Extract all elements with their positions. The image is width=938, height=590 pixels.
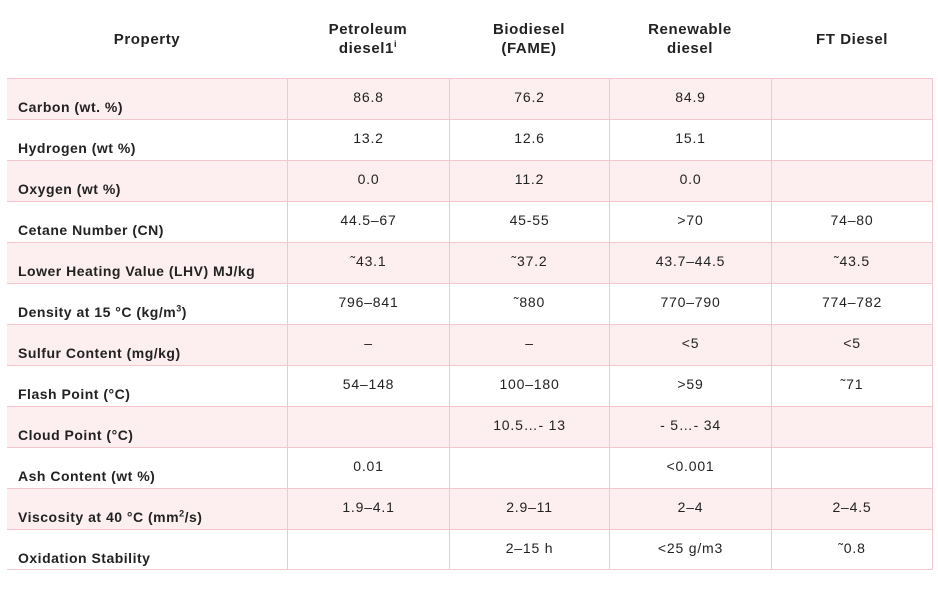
cell-ft: 74–80 xyxy=(771,202,933,242)
table-row-oxidation-stability: Oxidation Stability 2–15 h <25 g/m3 ˜0.8 xyxy=(7,529,933,570)
cell-ft: <5 xyxy=(771,325,933,365)
header-property: Property xyxy=(113,30,181,48)
cell-biodiesel: 45-55 xyxy=(449,202,609,242)
row-label: Flash Point (°C) xyxy=(18,386,131,402)
cell-biodiesel: 11.2 xyxy=(449,161,609,201)
row-label-sup: 3 xyxy=(176,303,182,314)
cell-petroleum: 796–841 xyxy=(287,284,449,324)
cell-ft: 774–782 xyxy=(771,284,933,324)
table-row-cetane: Cetane Number (CN) 44.5–67 45-55 >70 74–… xyxy=(7,201,933,242)
cell-biodiesel: 2–15 h xyxy=(449,530,609,569)
table-row-cloud-point: Cloud Point (°C) 10.5…- 13 - 5…- 34 xyxy=(7,406,933,447)
table-row-density: Density at 15 °C (kg/m3) 796–841 ˜880 77… xyxy=(7,283,933,324)
cell-petroleum: ˜43.1 xyxy=(287,243,449,283)
cell-ft: ˜71 xyxy=(771,366,933,406)
table-row-lhv: Lower Heating Value (LHV) MJ/kg ˜43.1 ˜3… xyxy=(7,242,933,283)
row-label-sup: 2 xyxy=(179,508,185,519)
cell-ft: ˜43.5 xyxy=(771,243,933,283)
row-label: Viscosity at 40 °C (mm2/s) xyxy=(7,489,287,529)
cell-renewable: <25 g/m3 xyxy=(609,530,771,569)
cell-biodiesel: – xyxy=(449,325,609,365)
row-label: Density at 15 °C (kg/m3) xyxy=(7,284,287,324)
cell-petroleum: 0.01 xyxy=(287,448,449,488)
cell-renewable: 15.1 xyxy=(609,120,771,160)
header-biodiesel-line1: Biodiesel xyxy=(492,21,566,38)
row-label-end: ) xyxy=(181,304,187,320)
row-label: Oxygen (wt %) xyxy=(7,161,287,201)
fuel-properties-table: Property Petroleum diesel1i Biodiesel (F… xyxy=(7,0,933,570)
row-label: Hydrogen (wt %) xyxy=(18,140,136,156)
row-label-text: Density at 15 °C (kg/m xyxy=(18,304,177,320)
row-label: Oxidation Stability xyxy=(18,550,151,566)
table-row-ash: Ash Content (wt %) 0.01 <0.001 xyxy=(7,447,933,488)
header-renewable-line1: Renewable xyxy=(648,21,732,38)
cell-renewable: <5 xyxy=(609,325,771,365)
table-row-oxygen: Oxygen (wt %) 0.0 11.2 0.0 xyxy=(7,160,933,201)
cell-renewable: 43.7–44.5 xyxy=(609,243,771,283)
cell-renewable: >70 xyxy=(609,202,771,242)
cell-ft xyxy=(771,79,933,119)
row-label: Cloud Point (°C) xyxy=(7,407,287,447)
cell-petroleum: 54–148 xyxy=(287,366,449,406)
cell-biodiesel: ˜37.2 xyxy=(449,243,609,283)
header-biodiesel-line2: (FAME) xyxy=(501,40,557,57)
cell-petroleum xyxy=(287,530,449,569)
table-row-flash-point: Flash Point (°C) 54–148 100–180 >59 ˜71 xyxy=(7,365,933,406)
header-renewable-line2: diesel xyxy=(666,40,714,57)
table-row-viscosity: Viscosity at 40 °C (mm2/s) 1.9–4.1 2.9–1… xyxy=(7,488,933,529)
table-row-hydrogen: Hydrogen (wt %) 13.2 12.6 15.1 xyxy=(7,119,933,160)
row-label-end: /s) xyxy=(184,509,203,525)
cell-petroleum: 13.2 xyxy=(287,120,449,160)
cell-petroleum: 86.8 xyxy=(287,79,449,119)
header-petroleum-sup: i xyxy=(393,39,398,49)
header-ft-diesel: FT Diesel xyxy=(815,30,889,48)
cell-ft: ˜0.8 xyxy=(771,530,933,569)
row-label: Ash Content (wt %) xyxy=(18,468,156,484)
cell-renewable: <0.001 xyxy=(609,448,771,488)
cell-renewable: 84.9 xyxy=(609,79,771,119)
cell-biodiesel: 10.5…- 13 xyxy=(449,407,609,447)
cell-ft xyxy=(771,448,933,488)
header-petroleum-line2: diesel1 xyxy=(338,40,394,57)
cell-renewable: >59 xyxy=(609,366,771,406)
table-row-sulfur: Sulfur Content (mg/kg) – – <5 <5 xyxy=(7,324,933,365)
header-petroleum-line1: Petroleum xyxy=(328,21,408,38)
cell-biodiesel: 2.9–11 xyxy=(449,489,609,529)
cell-petroleum: 1.9–4.1 xyxy=(287,489,449,529)
cell-biodiesel: 76.2 xyxy=(449,79,609,119)
row-label: Lower Heating Value (LHV) MJ/kg xyxy=(7,243,287,283)
cell-petroleum xyxy=(287,407,449,447)
cell-biodiesel xyxy=(449,448,609,488)
table-row-carbon: Carbon (wt. %) 86.8 76.2 84.9 xyxy=(7,78,933,119)
table-header: Property Petroleum diesel1i Biodiesel (F… xyxy=(7,0,933,78)
cell-petroleum: 44.5–67 xyxy=(287,202,449,242)
cell-renewable: 2–4 xyxy=(609,489,771,529)
header-petroleum-diesel: Petroleum diesel1i xyxy=(287,20,449,58)
row-label: Sulfur Content (mg/kg) xyxy=(7,325,287,365)
cell-petroleum: 0.0 xyxy=(287,161,449,201)
cell-biodiesel: 12.6 xyxy=(449,120,609,160)
row-label: Carbon (wt. %) xyxy=(7,79,287,119)
cell-ft xyxy=(771,120,933,160)
row-label: Cetane Number (CN) xyxy=(18,222,164,238)
cell-renewable: - 5…- 34 xyxy=(609,407,771,447)
cell-biodiesel: 100–180 xyxy=(449,366,609,406)
cell-petroleum: – xyxy=(287,325,449,365)
cell-ft xyxy=(771,407,933,447)
cell-ft: 2–4.5 xyxy=(771,489,933,529)
row-label-text: Viscosity at 40 °C (mm xyxy=(18,509,180,525)
cell-renewable: 770–790 xyxy=(609,284,771,324)
cell-biodiesel: ˜880 xyxy=(449,284,609,324)
cell-renewable: 0.0 xyxy=(609,161,771,201)
cell-ft xyxy=(771,161,933,201)
header-renewable-diesel: Renewable diesel xyxy=(609,20,771,58)
header-biodiesel: Biodiesel (FAME) xyxy=(449,20,609,58)
